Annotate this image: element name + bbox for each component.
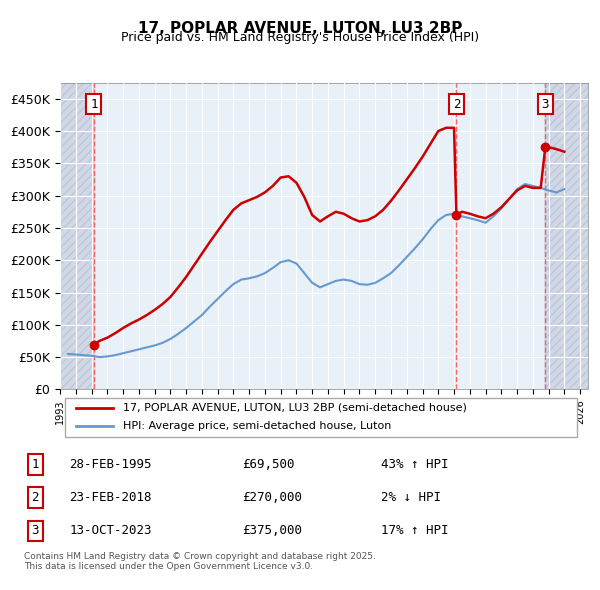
Bar xyxy=(60,83,94,389)
Text: 17, POPLAR AVENUE, LUTON, LU3 2BP (semi-detached house): 17, POPLAR AVENUE, LUTON, LU3 2BP (semi-… xyxy=(124,403,467,412)
Text: Price paid vs. HM Land Registry's House Price Index (HPI): Price paid vs. HM Land Registry's House … xyxy=(121,31,479,44)
Text: 13-OCT-2023: 13-OCT-2023 xyxy=(70,525,152,537)
Text: Contains HM Land Registry data © Crown copyright and database right 2025.
This d: Contains HM Land Registry data © Crown c… xyxy=(24,552,376,571)
Text: 17, POPLAR AVENUE, LUTON, LU3 2BP: 17, POPLAR AVENUE, LUTON, LU3 2BP xyxy=(138,21,462,35)
Bar xyxy=(545,83,588,389)
FancyBboxPatch shape xyxy=(65,398,577,437)
Text: £69,500: £69,500 xyxy=(242,458,295,471)
Text: 2% ↓ HPI: 2% ↓ HPI xyxy=(380,491,440,504)
Text: 2: 2 xyxy=(31,491,39,504)
Text: 43% ↑ HPI: 43% ↑ HPI xyxy=(380,458,448,471)
Text: HPI: Average price, semi-detached house, Luton: HPI: Average price, semi-detached house,… xyxy=(124,421,392,431)
Text: 3: 3 xyxy=(31,525,39,537)
Text: 2: 2 xyxy=(452,97,460,110)
Text: 1: 1 xyxy=(31,458,39,471)
Text: 28-FEB-1995: 28-FEB-1995 xyxy=(70,458,152,471)
Text: 17% ↑ HPI: 17% ↑ HPI xyxy=(380,525,448,537)
Text: 23-FEB-2018: 23-FEB-2018 xyxy=(70,491,152,504)
Text: £375,000: £375,000 xyxy=(242,525,302,537)
Text: 1: 1 xyxy=(90,97,98,110)
Bar xyxy=(545,83,588,389)
Text: 3: 3 xyxy=(542,97,549,110)
Text: £270,000: £270,000 xyxy=(242,491,302,504)
Bar xyxy=(60,83,94,389)
